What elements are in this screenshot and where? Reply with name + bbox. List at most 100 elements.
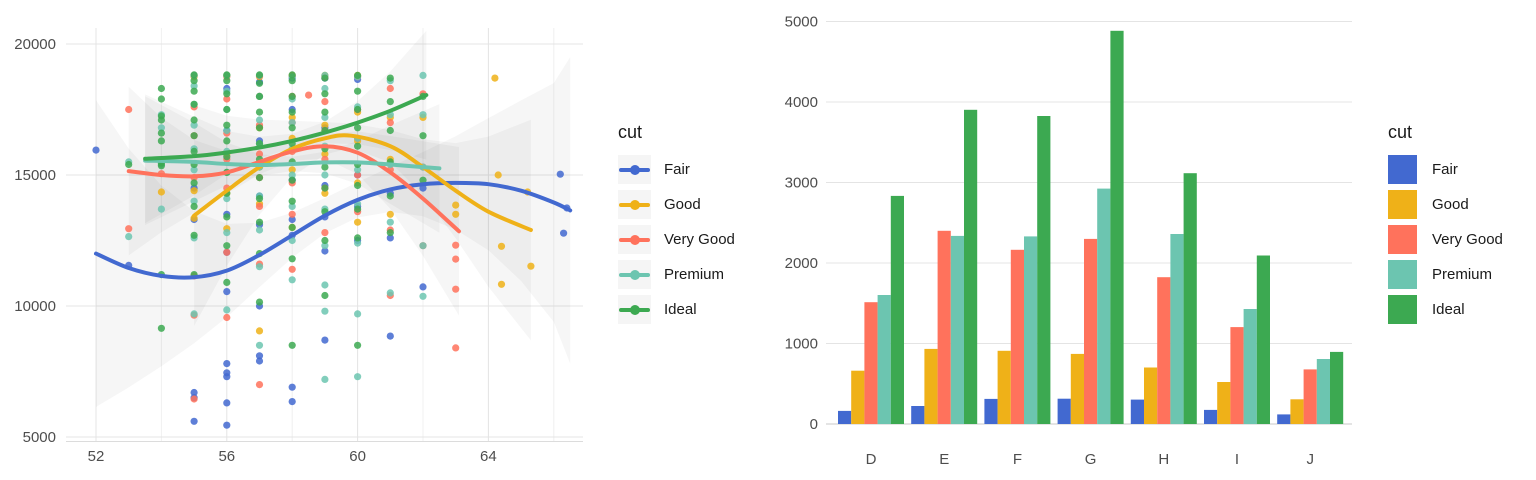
- scatter-point: [288, 202, 296, 210]
- swatch-key-icon: [1388, 155, 1417, 184]
- scatter-point: [223, 77, 231, 85]
- legend-item-good: Good: [618, 190, 735, 219]
- y-tick-label: 0: [810, 416, 818, 433]
- bar-E-Very Good: [937, 230, 951, 424]
- scatter-point: [452, 201, 460, 209]
- legend-label: Fair: [664, 161, 690, 178]
- scatter-point: [321, 163, 329, 171]
- scatter-point: [354, 218, 362, 226]
- legend-item-fair: Fair: [1388, 155, 1503, 184]
- scatter-point: [255, 92, 264, 100]
- legend-item-good: Good: [1388, 190, 1503, 219]
- y-tick-label: 4000: [785, 94, 818, 111]
- scatter-point: [255, 341, 264, 349]
- x-tick-label: 64: [480, 448, 497, 465]
- scatter-point: [92, 146, 100, 154]
- y-tick-label: 3000: [785, 175, 818, 192]
- scatter-point: [223, 373, 231, 381]
- bar-J-Very Good: [1303, 369, 1317, 424]
- smooth-line-Very Good: [126, 144, 461, 234]
- bar-I-Premium: [1243, 309, 1257, 424]
- bar-E-Premium: [950, 235, 964, 424]
- scatter-point: [288, 383, 296, 391]
- legend-item-ideal: Ideal: [618, 295, 735, 324]
- scatter-point: [223, 242, 231, 250]
- bar-G-Fair: [1057, 398, 1071, 424]
- bar-J-Premium: [1316, 359, 1330, 424]
- scatter-point: [497, 280, 506, 288]
- scatter-point: [354, 142, 362, 150]
- legend-cut-scatter: cut Fair Good Very Good Premium Ideal: [618, 122, 735, 330]
- smooth-line-Fair: [94, 180, 573, 280]
- legend-label: Ideal: [1432, 301, 1465, 318]
- scatter-point: [452, 285, 460, 293]
- bar-F-Fair: [984, 398, 998, 424]
- scatter-point: [288, 166, 296, 174]
- scatter-point: [452, 210, 460, 218]
- scatter-point: [321, 121, 329, 129]
- scatter-point: [190, 310, 198, 318]
- scatter-point: [288, 255, 296, 263]
- x-tick-label: J: [1306, 451, 1314, 468]
- y-tick-label: 5000: [785, 14, 818, 31]
- scatter-point: [288, 223, 296, 231]
- scatter-point: [255, 298, 264, 306]
- scatter-point: [223, 399, 231, 407]
- scatter-point: [321, 90, 329, 98]
- legend-label: Good: [664, 196, 701, 213]
- scatter-point: [190, 87, 198, 95]
- scatter-point: [321, 171, 329, 179]
- scatter-point: [321, 336, 329, 344]
- scatter-point: [125, 105, 133, 114]
- bar-F-Premium: [1024, 236, 1038, 424]
- scatter-point: [354, 373, 362, 381]
- scatter-point: [223, 71, 231, 79]
- scatter-point: [157, 129, 165, 137]
- scatter-point: [386, 229, 394, 237]
- scatter-point: [255, 174, 264, 182]
- swatch-key-icon: [1388, 225, 1417, 254]
- scatter-point: [354, 105, 362, 114]
- scatter-point: [288, 108, 296, 116]
- smooth-key-icon: [618, 155, 651, 184]
- scatter-point: [190, 71, 198, 79]
- scatter-point: [386, 234, 394, 242]
- bar-F-Ideal: [1037, 116, 1051, 424]
- smooth-key-icon: [618, 190, 651, 219]
- bar-G-Ideal: [1110, 30, 1124, 425]
- bar-I-Good: [1217, 382, 1231, 424]
- scatter-point: [288, 171, 296, 179]
- bar-J-Good: [1290, 399, 1304, 424]
- bar-H-Fair: [1130, 399, 1144, 424]
- bar-group-F: [984, 116, 1051, 424]
- y-tick-label: 20000: [14, 36, 56, 53]
- scatter-point: [288, 215, 296, 224]
- bar-F-Good: [997, 350, 1011, 424]
- swatch-key-icon: [1388, 295, 1417, 324]
- scatter-point: [255, 79, 264, 87]
- scatter-point: [419, 176, 427, 184]
- scatter-point: [223, 248, 231, 256]
- scatter-point: [288, 113, 296, 121]
- legend-item-premium: Premium: [618, 260, 735, 289]
- scatter-point: [386, 332, 394, 340]
- scatter-point: [157, 205, 165, 213]
- scatter-point: [354, 310, 362, 318]
- scatter-point: [190, 388, 198, 397]
- bar-F-Very Good: [1010, 249, 1024, 424]
- scatter-point: [288, 176, 296, 184]
- right-bar-chart: 0 1000 2000 3000 4000 5000 D E F G H I J: [785, 14, 1352, 468]
- scatter-point: [255, 71, 264, 79]
- scatter-point: [419, 111, 427, 119]
- scatter-point: [255, 116, 264, 124]
- scatter-point: [321, 98, 329, 106]
- x-tick-label: F: [1013, 451, 1022, 468]
- scatter-point: [190, 197, 198, 205]
- scatter-point: [560, 229, 568, 237]
- scatter-point: [386, 126, 394, 135]
- scatter-point: [354, 205, 362, 213]
- x-tick-label: I: [1235, 451, 1239, 468]
- bar-group-I: [1204, 255, 1270, 424]
- scatter-point: [386, 192, 394, 200]
- scatter-point: [354, 71, 362, 79]
